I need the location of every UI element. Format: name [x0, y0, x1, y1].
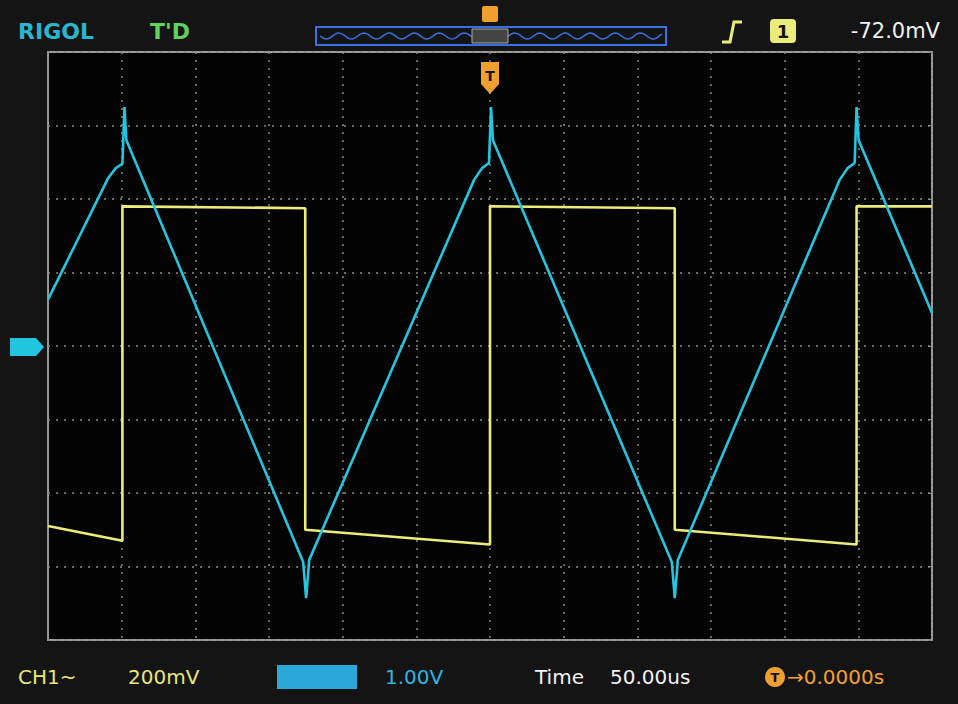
svg-text:Time: Time	[534, 665, 584, 689]
svg-text:T: T	[485, 68, 495, 84]
svg-text:CH1~: CH1~	[18, 665, 77, 689]
svg-text:RIGOL: RIGOL	[18, 19, 94, 44]
svg-text:→0.0000s: →0.0000s	[787, 665, 884, 689]
svg-text:T: T	[771, 670, 780, 685]
svg-text:1.00V: 1.00V	[385, 665, 444, 689]
svg-text:-72.0mV: -72.0mV	[851, 19, 941, 43]
svg-text:50.00us: 50.00us	[610, 665, 690, 689]
svg-text:200mV: 200mV	[128, 665, 200, 689]
svg-text:1: 1	[777, 21, 790, 42]
svg-text:T'D: T'D	[150, 19, 190, 44]
